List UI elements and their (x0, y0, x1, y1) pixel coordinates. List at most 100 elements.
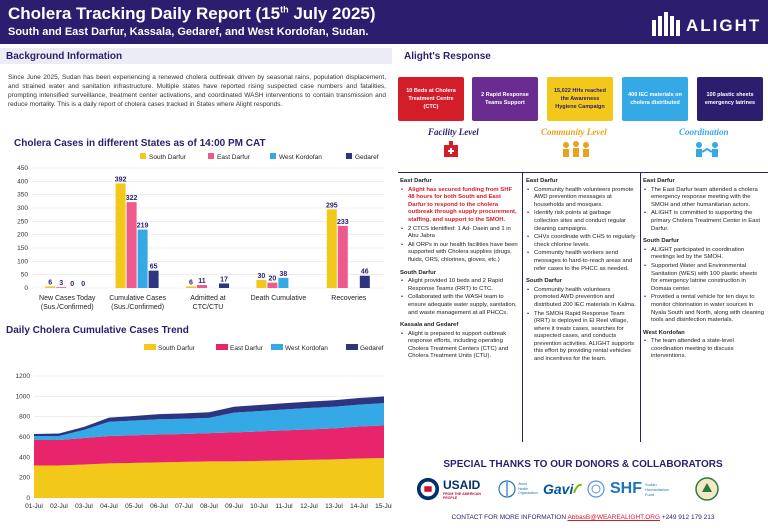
category-label: Recoveries (331, 295, 367, 302)
y-tick-label: 800 (19, 414, 30, 421)
ministry-emblem-icon (695, 477, 719, 501)
un-emblem-icon (587, 480, 605, 498)
trend-heading: Daily Cholera Cumulative Cases Trend (0, 322, 392, 338)
category-label: Admitted at (190, 295, 225, 302)
response-heading: Alight's Response (398, 48, 768, 64)
bar-value-label: 295 (326, 202, 338, 209)
y-tick-label: 200 (19, 475, 30, 482)
coordination-icon (696, 142, 718, 157)
facility-region-kassala-gedaref: Kassala and Gedaref (400, 322, 459, 329)
bar (45, 286, 56, 288)
coordination-heading: Coordination (679, 127, 729, 137)
alight-house-icon (652, 12, 680, 36)
y-tick-label: 250 (17, 218, 28, 225)
column-divider-1 (522, 172, 523, 442)
legend-label: Gedaref (360, 345, 384, 352)
legend-label: East Darfur (217, 154, 251, 161)
bar (267, 282, 278, 288)
legend-swatch (270, 153, 276, 159)
who-logo: World Health Organization (498, 474, 538, 504)
usaid-logo: USAID FROM THE AMERICAN PEOPLE (416, 474, 492, 504)
x-tick-label: 12-Jul (300, 503, 318, 510)
community-region-south-darfur: South Darfur (526, 278, 562, 285)
facility-item: Alight has secured funding from SHF 48 h… (400, 187, 518, 225)
bar-value-label: 3 (59, 280, 63, 287)
bar (137, 229, 148, 288)
category-label: CTC/CTU (193, 304, 224, 311)
x-tick-label: 01-Jul (25, 503, 43, 510)
response-box-rrt: 2 Rapid Response Teams Support (472, 77, 538, 121)
legend-label: West Kordofan (279, 154, 322, 161)
category-label: New Cases Today (39, 295, 96, 302)
bar (219, 283, 229, 288)
facility-item: Collaborated with the WASH team to ensur… (400, 294, 518, 317)
report-subtitle: South and East Darfur, Kassala, Gedaref,… (8, 26, 369, 38)
community-column: East Darfur Community health volunteers … (526, 175, 636, 365)
bar-value-label: 46 (361, 269, 369, 276)
bar-value-label: 38 (280, 271, 288, 278)
facility-item: Alight provided 10 beds and 2 Rapid Resp… (400, 278, 518, 293)
y-tick-label: 100 (17, 258, 28, 265)
bar (56, 287, 67, 288)
legend-swatch (144, 344, 156, 350)
community-item: Community health volunteers promoted AWD… (526, 287, 636, 310)
contact-email-link[interactable]: AbbasB@WEAREALIGHT.ORG (567, 514, 661, 521)
bar-value-label: 392 (115, 176, 127, 183)
report-header: Cholera Tracking Daily Report (15th July… (0, 0, 768, 44)
facility-region-east-darfur: East Darfur (400, 178, 432, 184)
x-tick-label: 15-Jul (375, 503, 392, 510)
bar-value-label: 11 (198, 278, 206, 285)
coordination-region-east-darfur: East Darfur (643, 178, 675, 184)
bar-value-label: 0 (70, 281, 74, 288)
response-box-iec: 400 IEC materials on cholera distributed (622, 77, 688, 121)
coordination-item: Provided a rental vehicle for ten days t… (643, 294, 765, 324)
community-people-icon (563, 141, 589, 157)
legend-label: Gedaref (355, 154, 379, 161)
coordination-item: Supported Water and Environmental Sanita… (643, 263, 765, 293)
response-box-plastic: 100 plastic sheets emergency latrines (697, 77, 763, 121)
bar (197, 285, 207, 288)
x-tick-label: 03-Jul (75, 503, 93, 510)
facility-column: East Darfur Alight has secured funding f… (400, 175, 518, 362)
hospital-icon (444, 141, 458, 157)
x-tick-label: 14-Jul (350, 503, 368, 510)
x-tick-label: 06-Jul (150, 503, 168, 510)
legend-swatch (208, 153, 214, 159)
response-divider (398, 172, 768, 173)
y-tick-label: 0 (26, 495, 30, 502)
bar-chart-title: Cholera Cases in different States as of … (14, 138, 266, 149)
bar (337, 225, 348, 288)
bar-value-label: 6 (189, 279, 193, 286)
coordination-region-west-kordofan: West Kordofan (643, 329, 685, 336)
thanks-banner: SPECIAL THANKS TO OUR DONORS & COLLABORA… (443, 459, 723, 470)
legend-label: South Darfur (149, 154, 187, 161)
facility-item: 2 CTCS identified: 1 Ad- Daein and 1 in … (400, 226, 518, 241)
category-label: Cumulative Cases (109, 295, 166, 302)
coordination-item: ALIGHT is committed to supporting the pr… (643, 210, 765, 233)
bar (115, 183, 126, 288)
alight-logo: ALIGHT (648, 6, 762, 38)
bar (359, 275, 370, 288)
y-tick-label: 400 (17, 178, 28, 185)
coordination-item: The team attended a state-level coordina… (643, 338, 765, 361)
bar-value-label: 17 (220, 276, 228, 283)
usaid-seal-icon (416, 477, 440, 501)
community-item: Identify risk points at garbage collecti… (526, 210, 636, 233)
x-tick-label: 05-Jul (125, 503, 143, 510)
background-heading: Background Information (0, 48, 392, 64)
y-tick-label: 600 (19, 434, 30, 441)
gavi-swoosh-icon (573, 483, 583, 494)
x-tick-label: 11-Jul (275, 503, 293, 510)
x-tick-label: 04-Jul (100, 503, 118, 510)
bar-value-label: 322 (126, 195, 138, 202)
shf-logo: SHF Sudan Humanitarian Fund (610, 480, 669, 497)
logo-wordmark: ALIGHT (686, 16, 762, 35)
area-chart: South Darfur East Darfur West Kordofan Geda… (16, 344, 392, 510)
community-item: Community health volunteers promote AWD … (526, 187, 636, 210)
x-tick-label: 13-Jul (325, 503, 343, 510)
category-label: (Sus./Confirmed) (41, 304, 94, 311)
y-tick-label: 300 (17, 205, 28, 212)
x-tick-label: 09-Jul (225, 503, 243, 510)
y-tick-label: 450 (17, 165, 28, 172)
bar-value-label: 65 (150, 264, 158, 271)
